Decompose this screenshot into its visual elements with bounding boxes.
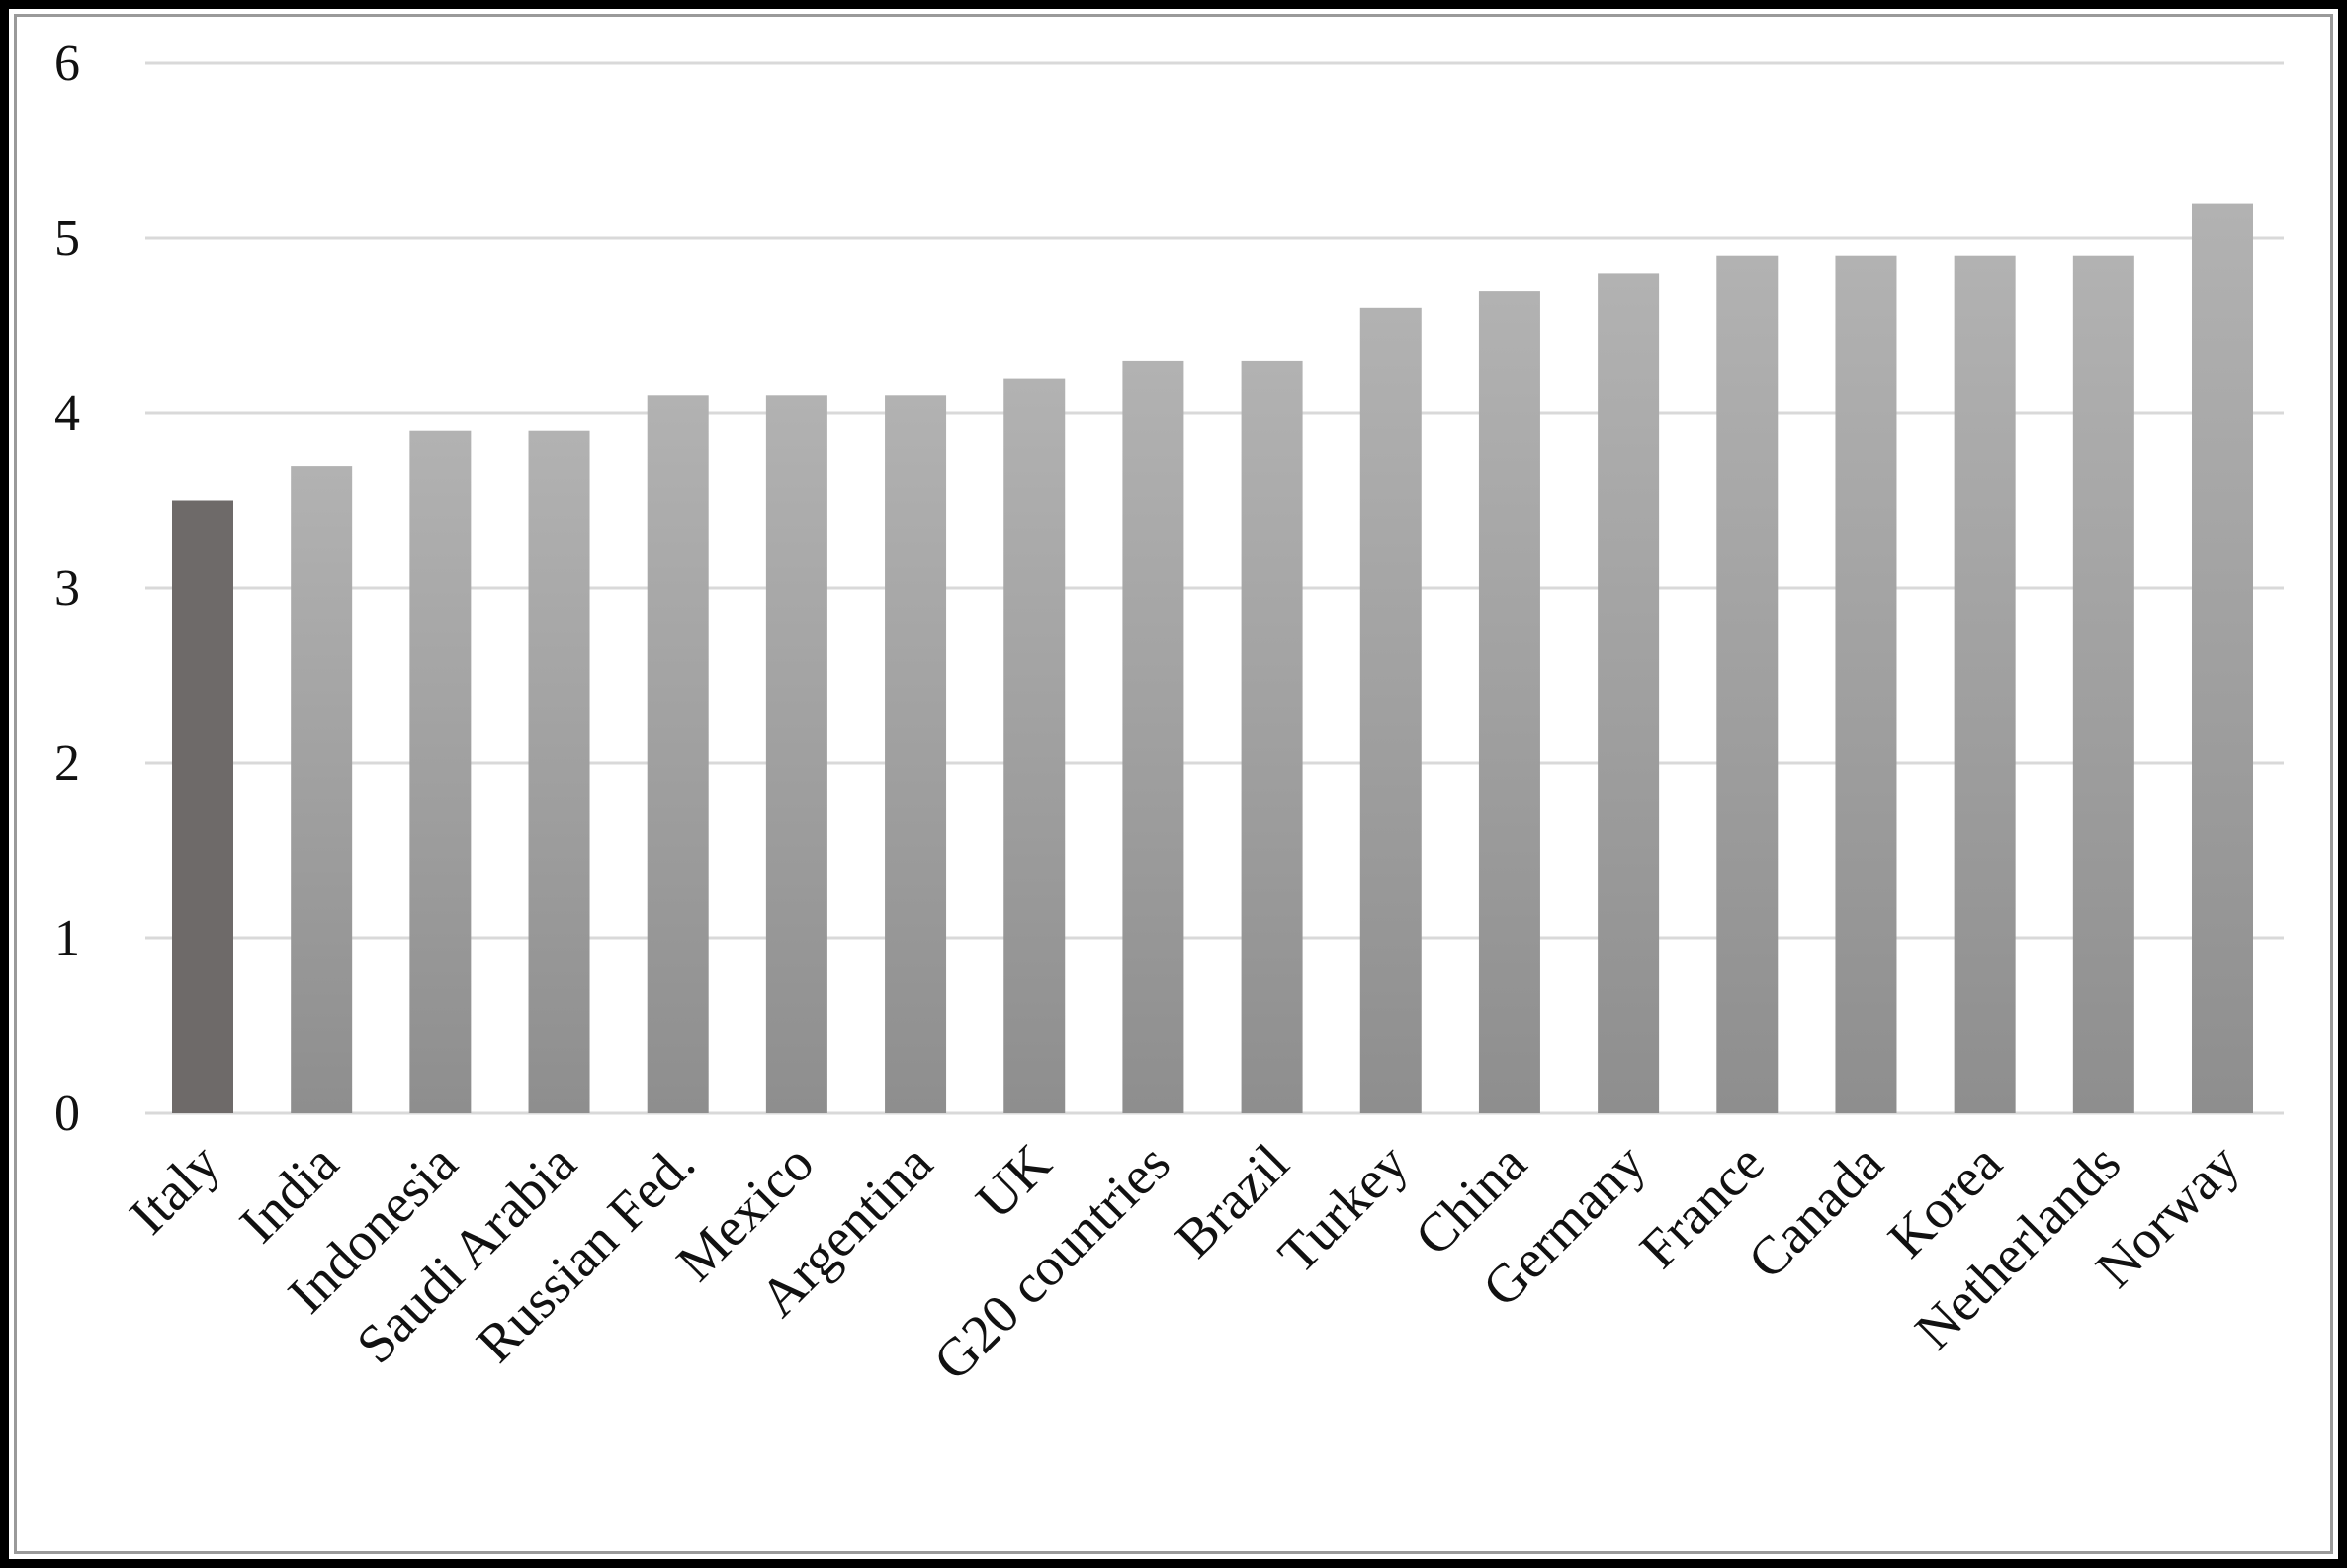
bar-russian-fed: [647, 395, 709, 1113]
bar-germany: [1598, 273, 1660, 1113]
gridlines: [145, 61, 2284, 1115]
x-tick-label: Canada: [1736, 1132, 1894, 1290]
bar-china: [1478, 291, 1540, 1114]
y-axis-tick-labels: 0 1 2 3 4 5 6: [54, 36, 80, 1142]
bar-brazil: [1241, 360, 1303, 1113]
bar-france: [1716, 255, 1779, 1113]
y-tick-label: 3: [54, 561, 80, 617]
bar-mexico: [765, 395, 827, 1113]
x-tick-label: UK: [964, 1132, 1063, 1231]
y-tick-label: 4: [54, 386, 80, 442]
y-tick-label: 2: [54, 736, 80, 792]
bar-india: [291, 466, 353, 1114]
bar-saudi-arabia: [528, 430, 590, 1113]
bar-canada: [1835, 255, 1897, 1113]
y-tick-label: 0: [54, 1086, 80, 1142]
bar-netherlands: [2072, 255, 2134, 1113]
y-tick-label: 6: [54, 36, 80, 92]
bar-italy: [172, 500, 233, 1113]
x-tick-label: Italy: [118, 1132, 231, 1246]
bar-turkey: [1359, 307, 1422, 1113]
bar-norway: [2192, 203, 2253, 1114]
y-tick-label: 1: [54, 911, 80, 967]
bar-argentina: [885, 395, 947, 1113]
y-tick-label: 5: [54, 211, 80, 267]
bars: [172, 203, 2253, 1114]
x-tick-label: Turkey: [1266, 1132, 1419, 1284]
bar-uk: [1003, 378, 1066, 1114]
bar-indonesia: [409, 430, 472, 1113]
bar-g20-countries: [1122, 360, 1184, 1113]
bar-korea: [1954, 255, 2016, 1113]
